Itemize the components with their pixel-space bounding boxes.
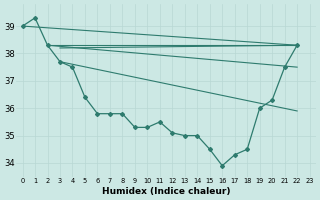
X-axis label: Humidex (Indice chaleur): Humidex (Indice chaleur) — [102, 187, 230, 196]
